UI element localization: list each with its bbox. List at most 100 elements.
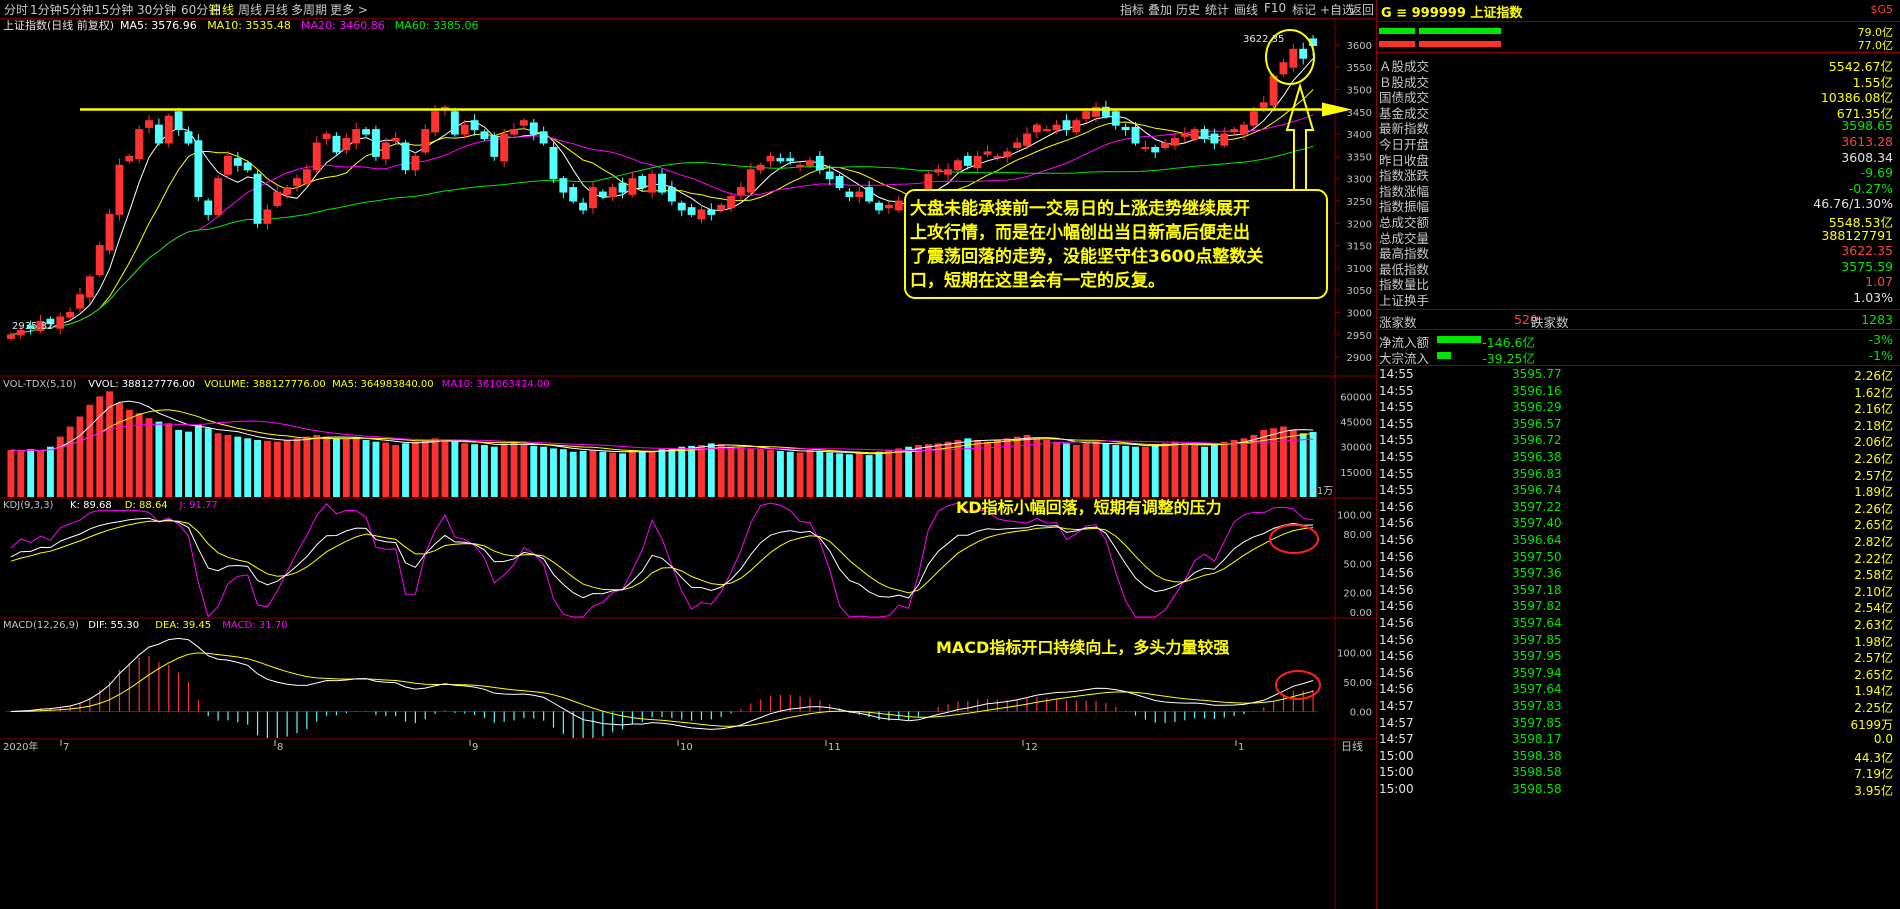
tab-0[interactable]: 分时 <box>4 3 29 17</box>
period-label: 日线 <box>1341 739 1363 753</box>
volume-bar <box>915 445 922 497</box>
volume-bar <box>1270 428 1278 497</box>
tick-price: 3596.38 <box>1512 450 1562 464</box>
candle-body <box>214 178 223 215</box>
candle-body <box>273 191 282 206</box>
tab-1[interactable]: 1分钟 <box>30 3 62 17</box>
volume-bar <box>313 434 321 497</box>
candle-body <box>1013 142 1022 148</box>
volume-bar <box>431 438 439 497</box>
vol-legend-1: VVOL: 388127776.00 <box>88 379 195 390</box>
right-tab-2[interactable]: 历史 <box>1176 3 1201 17</box>
volume-bar <box>1013 436 1021 497</box>
volume-bar <box>66 426 74 497</box>
candle-body <box>1279 62 1288 75</box>
candle-body <box>953 160 962 171</box>
volume-bar <box>451 441 459 497</box>
tick-price: 3597.36 <box>1512 566 1562 581</box>
tab-5[interactable]: 60分钟 <box>181 3 221 17</box>
price-tick-label-7: 3250 <box>1347 197 1372 208</box>
right-tab-4[interactable]: 画线 <box>1234 3 1259 17</box>
up-count-label: 涨家数 <box>1379 315 1417 330</box>
quote-side-panel: G ≡ 999999 上证指数 $G5 79.0亿 77.0亿 Ａ股成交 5542.… <box>1376 0 1900 909</box>
right-tab-5[interactable]: F10 <box>1264 1 1287 15</box>
volume-bar <box>27 449 35 497</box>
candle-body <box>1062 120 1071 131</box>
kdj-highlight-ellipse <box>1269 524 1319 554</box>
candle-body <box>559 178 568 193</box>
tab-9[interactable]: 多周期 <box>291 3 328 17</box>
tab-3[interactable]: 15分钟 <box>94 3 134 17</box>
candle <box>1240 121 1248 141</box>
candle <box>973 151 982 174</box>
tab-8[interactable]: 月线 <box>264 3 289 17</box>
stat-label: Ｂ股成交 <box>1379 74 1430 90</box>
candle <box>1032 122 1041 139</box>
candle-body <box>963 155 972 166</box>
tab-6[interactable]: 日线 <box>210 3 235 17</box>
volume-bar <box>924 444 932 497</box>
tab-2[interactable]: 5分钟 <box>62 3 94 17</box>
volume-bar <box>7 450 15 497</box>
candle-body <box>865 187 874 202</box>
candle-body <box>638 175 647 189</box>
annotation-line-1: 上攻行情，而是在小幅创出当日新高后便走出 <box>910 222 1250 243</box>
candle <box>204 198 213 221</box>
volume-bar <box>628 450 636 497</box>
tick-price: 3596.72 <box>1512 433 1562 448</box>
candle <box>1072 118 1081 135</box>
right-tab-8[interactable]: 返回 <box>1350 3 1375 17</box>
candle <box>125 153 134 164</box>
volume-bar <box>905 446 913 497</box>
candle-body <box>618 182 627 193</box>
tick-price: 3596.64 <box>1512 533 1562 547</box>
volume-bar <box>155 421 163 497</box>
candle <box>569 183 578 204</box>
tick-price: 3597.18 <box>1512 582 1562 597</box>
volume-bar <box>875 451 883 497</box>
candle <box>677 200 686 217</box>
stat-value: 1.55亿 <box>1852 74 1893 90</box>
candle <box>1023 127 1031 150</box>
candle <box>184 126 193 146</box>
candle <box>579 197 588 215</box>
candle-body <box>135 129 144 160</box>
right-tab-0[interactable]: 指标 <box>1120 3 1145 17</box>
macd-line-dea <box>10 652 1314 727</box>
candle <box>66 307 75 320</box>
tick-row: 14:56 3597.94 2.65亿 <box>1377 665 1900 683</box>
candle <box>835 173 844 191</box>
tick-volume: 3.95亿 <box>1854 784 1893 798</box>
tick-price: 3597.40 <box>1512 516 1562 531</box>
kdj-legend-1: K: 89.68 <box>70 500 112 511</box>
right-tab-6[interactable]: 标记 <box>1292 3 1317 17</box>
kdj-tick-label-2: 50.00 <box>1343 559 1372 570</box>
tab-4[interactable]: 30分钟 <box>137 3 177 17</box>
stat-row: 指数涨跌 -9.69 <box>1377 164 1900 183</box>
bar-seg-a <box>1379 28 1415 34</box>
candle-body <box>342 138 351 151</box>
flow-bar <box>1437 352 1451 359</box>
tab-10[interactable]: 更多 > <box>330 3 368 17</box>
candle-body <box>352 129 361 144</box>
volume-bar <box>865 455 873 497</box>
candle <box>1141 140 1150 152</box>
tab-7[interactable]: 周线 <box>238 3 263 17</box>
volume-bar <box>490 446 498 497</box>
candle-body <box>658 173 666 193</box>
candle <box>421 124 430 155</box>
right-tab-3[interactable]: 统计 <box>1205 3 1230 17</box>
right-tab-1[interactable]: 叠加 <box>1148 3 1173 17</box>
candle <box>894 195 903 213</box>
candle <box>46 316 55 329</box>
tick-time: 14:55 <box>1379 416 1414 431</box>
candle <box>391 131 400 144</box>
volume-bar <box>757 449 765 497</box>
volume-bar <box>461 443 469 497</box>
annotation-line-2: 了震荡回落的走势，没能坚守住3600点整数关 <box>910 246 1263 267</box>
candle <box>401 140 410 175</box>
volume-bar <box>1161 443 1169 497</box>
right-tab-7[interactable]: +自选 <box>1320 3 1355 17</box>
tick-price: 3597.82 <box>1512 599 1562 614</box>
volume-bar <box>17 451 25 497</box>
